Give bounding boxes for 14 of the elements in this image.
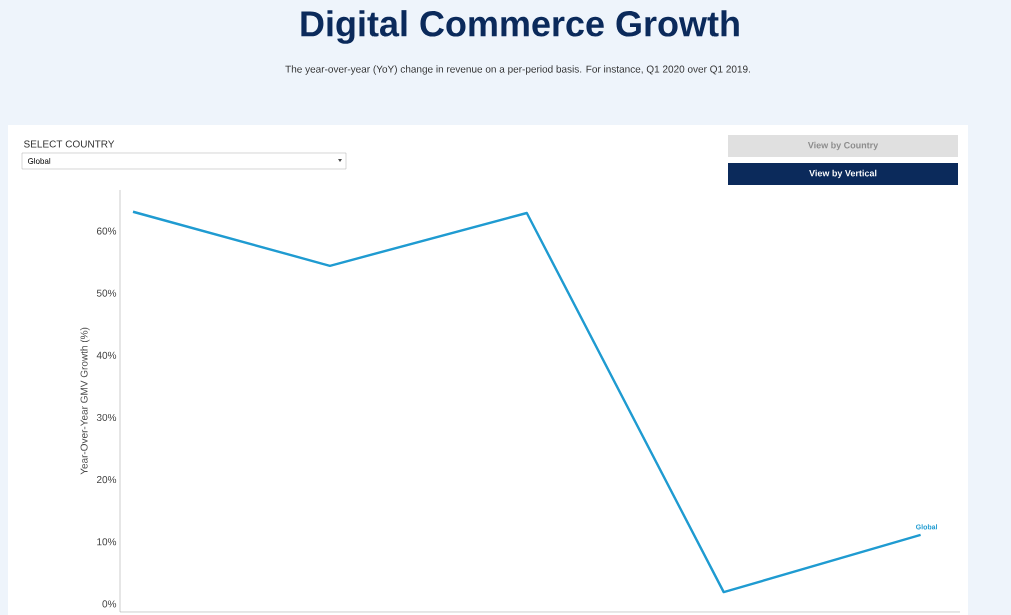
y-tick-label: 50% [96, 289, 117, 297]
text: Global [27, 158, 51, 164]
y-tick-label: 60% [96, 227, 117, 235]
chart-subtitle: The year-over-year (YoY) change in revenue on a per-period basis. For instance, Q1 2020 over Q1 2019. [285, 65, 750, 75]
y-tick-label: 10% [97, 538, 117, 546]
chart-title: Digital Commerce Growth [301, 10, 739, 44]
text: SELECT COUNTRY [24, 140, 115, 148]
y-tick-label: 20% [96, 476, 117, 484]
y-tick-label: 40% [96, 351, 117, 359]
y-tick-label: 30% [96, 413, 117, 421]
text: View by Country [807, 141, 879, 151]
text: View by Vertical [809, 169, 877, 179]
y-axis-title: Year-Over-Year GMV Growth (%) [80, 327, 90, 475]
y-tick-label: 0% [102, 600, 117, 608]
